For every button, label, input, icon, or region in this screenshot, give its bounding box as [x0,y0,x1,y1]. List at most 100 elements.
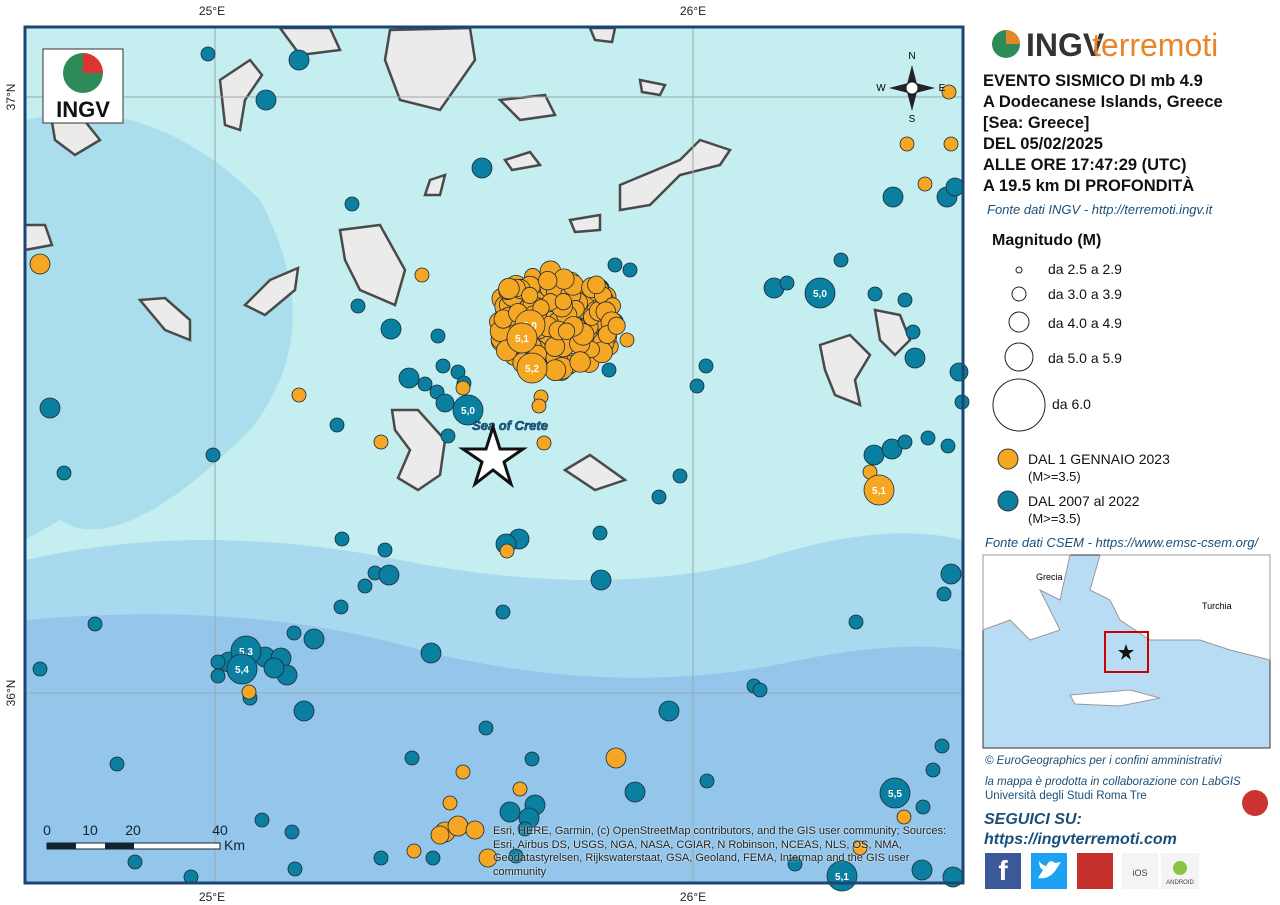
lon-label: 26°E [680,890,706,904]
event-line: ALLE ORE 17:47:29 (UTC) [983,156,1187,174]
event-historic [32,661,48,677]
event-recent [899,136,915,152]
android-glyph [1173,861,1187,875]
logo-globe [83,53,103,73]
event-recent [537,270,558,291]
youtube-icon[interactable] [1077,853,1113,889]
scale-segment [47,843,76,849]
event-historic [303,628,325,650]
event-historic [226,653,258,685]
event-historic [689,378,705,394]
event-historic [499,801,521,823]
inset-map: Grecia Turchia [982,554,1271,749]
follow-url[interactable]: https://ingvterremoti.com [984,831,1177,848]
event-historic [508,848,524,864]
event-historic [404,750,420,766]
facebook-icon[interactable] [985,853,1021,889]
event-historic [590,569,612,591]
event-recent [531,398,547,414]
event-historic [357,578,373,594]
event-historic [344,196,360,212]
coordinate-labels: 25°E 26°E 25°E 26°E 37°N 36°N [4,4,706,904]
event-historic [56,465,72,481]
event-historic [881,438,903,460]
island [423,173,447,197]
scale-segment [105,843,134,849]
event-recent [587,275,606,295]
event-historic [699,773,715,789]
event-historic [672,468,688,484]
scale-bar: 0 10 20 40 Km [43,822,245,853]
event-historic [334,531,350,547]
magnitude-label: 5,2 [525,364,539,375]
compass-label: S [909,114,916,125]
event-historic [752,682,768,698]
event-historic [127,854,143,870]
event-recent [863,474,895,506]
ios-icon[interactable] [1122,853,1158,889]
sea-deep [25,113,293,541]
scale-label: 20 [125,822,141,838]
event-recent [619,332,635,348]
event-recent [498,277,520,300]
period-symbol [997,448,1019,470]
island [503,150,543,172]
event-historic [495,604,511,620]
magnitude-label: 5,4 [235,665,249,676]
event-historic [329,417,345,433]
event-recent [605,747,627,769]
period-symbol [997,490,1019,512]
scale-unit: Km [224,837,245,853]
labgis-logo [1242,790,1268,816]
event-historic [288,49,310,71]
event-line: [Sea: Greece] [983,114,1090,132]
labgis-mark [1242,790,1268,816]
island [390,408,447,492]
event-historic [39,397,61,419]
event-historic [915,799,931,815]
twitter-glyph [1038,861,1061,879]
magnitude-label: 5,5 [888,789,902,800]
event-historic [255,89,277,111]
lon-label: 25°E [199,4,225,18]
event-historic [478,720,494,736]
event-recent [917,176,933,192]
event-historic [882,186,904,208]
inset-land [1089,554,1271,661]
event-historic [284,824,300,840]
brand-ingv: INGV [1026,27,1105,63]
event-historic [833,252,849,268]
event-recent [291,387,307,403]
event-historic [897,292,913,308]
event-historic [904,347,926,369]
event-historic [452,394,484,426]
event-recent [465,820,485,840]
event-historic [651,489,667,505]
compass-rose [905,81,919,95]
event-historic [254,812,270,828]
inset-extent [1104,631,1149,673]
event-historic [779,275,795,291]
logo-text: INGV [56,97,110,122]
event-historic [378,564,400,586]
island [588,26,617,44]
event-recent [373,434,389,450]
event-line: DEL 05/02/2025 [983,135,1103,153]
ios-label: iOS [1132,868,1147,878]
event-recent [852,840,868,856]
event-historic [897,434,913,450]
event-historic [607,257,623,273]
event-recent [414,267,430,283]
event-recent [447,815,469,837]
event-historic [698,358,714,374]
event-historic [940,438,956,454]
brand-terremoti: terremoti [1092,27,1218,63]
period-label: DAL 2007 al 2022 [1028,493,1140,509]
event-recent [512,781,528,797]
magnitude-class: da 6.0 [1052,396,1091,412]
map-attribution: Esri, HERE, Garmin, (c) OpenStreetMap co… [493,825,946,878]
event-historic [934,738,950,754]
event-recent [499,543,515,559]
island [218,58,264,132]
event-historic [949,362,969,382]
